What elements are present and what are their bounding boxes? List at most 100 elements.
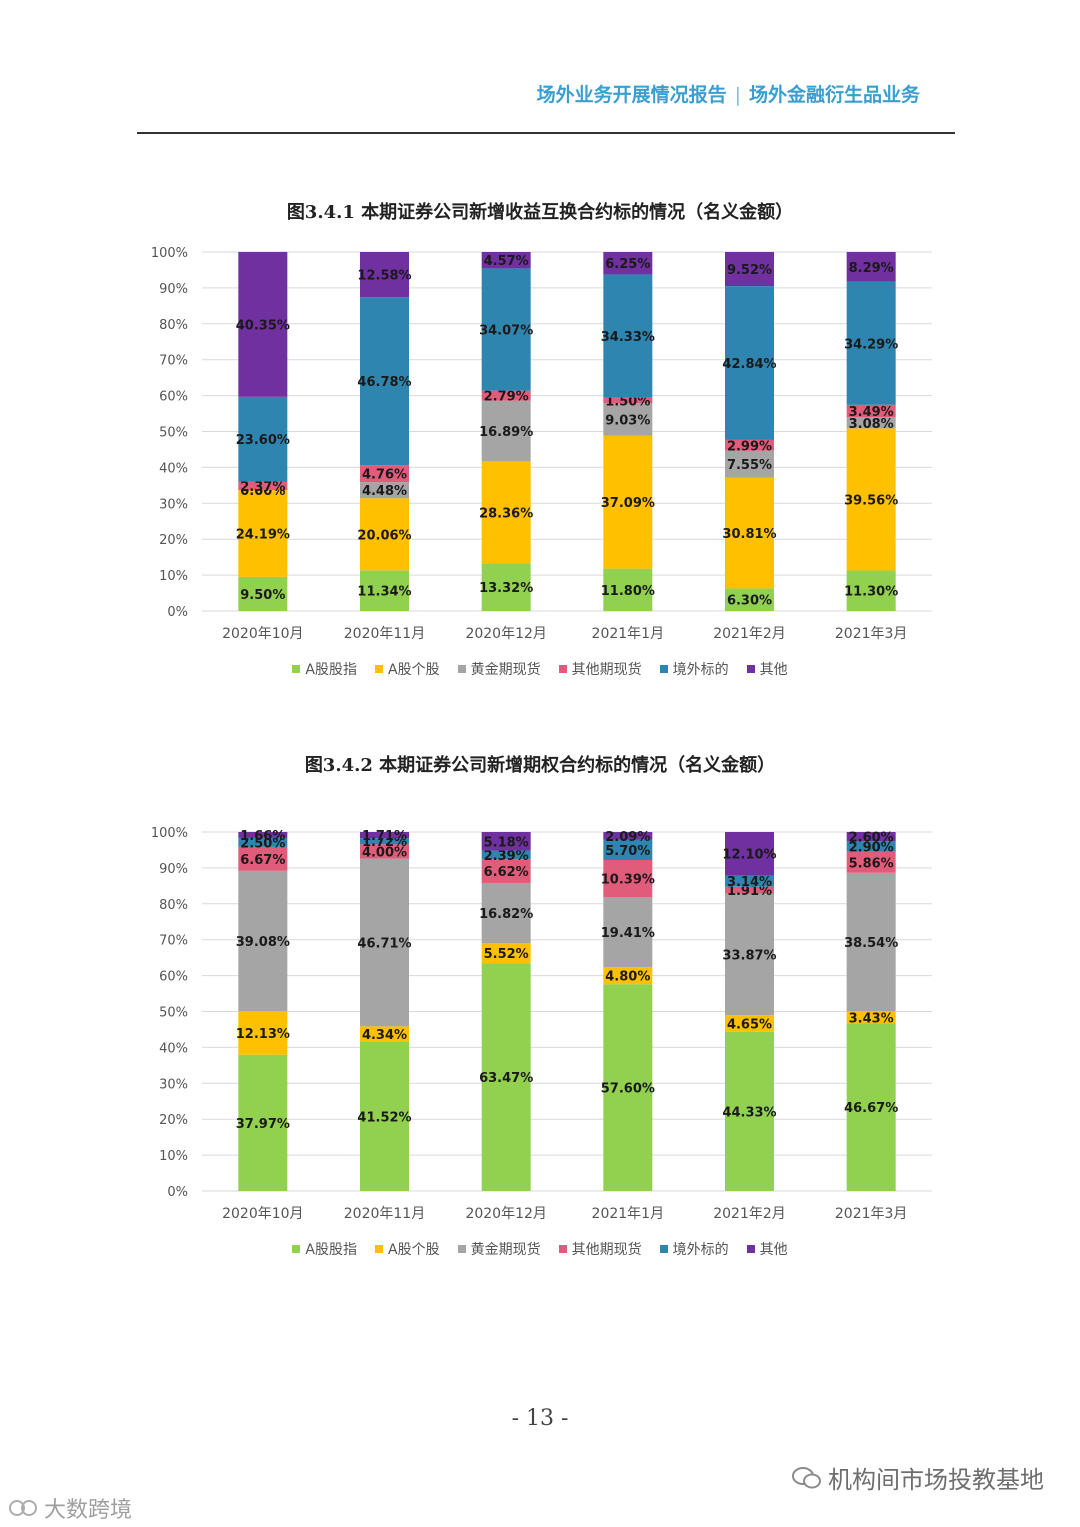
legend-label: 其他期现货 xyxy=(571,662,642,678)
x-tick-label: 2021年3月 xyxy=(835,626,908,642)
bar-segment xyxy=(481,461,531,564)
data-label: 5.18% xyxy=(484,835,529,850)
data-label: 11.34% xyxy=(357,585,411,600)
data-label: 28.36% xyxy=(479,506,533,521)
data-label: 2.99% xyxy=(727,439,772,454)
data-label: 2.90% xyxy=(849,841,894,856)
data-label: 40.35% xyxy=(236,318,290,333)
chart-1-title: 图3.4.1 本期证券公司新增收益互换合约标的情况（名义金额） xyxy=(286,202,794,223)
y-tick-label: 10% xyxy=(159,569,188,584)
bar-segment xyxy=(481,882,531,944)
y-tick-label: 100% xyxy=(151,246,188,261)
y-tick-label: 80% xyxy=(159,898,188,913)
data-label: 12.58% xyxy=(357,269,411,284)
bar-segment xyxy=(603,860,653,898)
brand-logo-icon xyxy=(9,1500,37,1516)
data-label: 30.81% xyxy=(722,527,776,542)
y-tick-label: 20% xyxy=(159,533,188,548)
watermark-left: 大数跨境 xyxy=(8,1492,132,1524)
data-label: 4.00% xyxy=(362,845,407,860)
legend-label: 其他 xyxy=(759,1242,788,1258)
bar-segment xyxy=(238,481,288,491)
y-tick-label: 0% xyxy=(167,1185,188,1200)
x-tick-label: 2021年3月 xyxy=(835,1206,908,1222)
bar-segment xyxy=(603,568,653,611)
legend-swatch xyxy=(457,665,466,673)
y-tick-label: 10% xyxy=(159,1149,188,1164)
bar-segment xyxy=(603,274,653,398)
data-label: 1.91% xyxy=(727,884,772,899)
bar-segment xyxy=(481,943,531,964)
data-label: 23.60% xyxy=(236,433,290,448)
legend-swatch xyxy=(292,665,301,673)
y-tick-label: 50% xyxy=(159,1006,188,1021)
bar-segment xyxy=(846,404,896,418)
legend-item: 境外标的 xyxy=(659,1239,729,1259)
data-label: 4.80% xyxy=(605,970,650,985)
bar-segment xyxy=(846,251,896,282)
y-tick-label: 60% xyxy=(159,390,188,405)
legend-label: 黄金期现货 xyxy=(470,1242,541,1258)
bar-segment xyxy=(725,875,774,887)
page-number: - 13 - xyxy=(511,1406,569,1431)
bar-segment xyxy=(360,252,409,298)
bar-segment xyxy=(846,851,896,873)
legend-swatch xyxy=(558,1245,567,1253)
data-label: 9.50% xyxy=(240,588,285,603)
y-tick-label: 30% xyxy=(159,497,188,512)
data-label: 24.19% xyxy=(236,527,290,542)
x-tick-label: 2021年2月 xyxy=(713,1206,786,1222)
header-rule xyxy=(137,132,955,134)
bar-segment xyxy=(360,838,409,845)
legend-item: 其他 xyxy=(746,659,788,679)
legend-item: A股股指 xyxy=(292,659,357,679)
data-label: 41.52% xyxy=(357,1110,411,1125)
bar-segment xyxy=(725,450,774,478)
data-label: 37.09% xyxy=(601,496,655,511)
bar-segment xyxy=(238,846,288,871)
legend-item: 其他 xyxy=(746,1239,788,1259)
bar-segment xyxy=(481,832,531,851)
header-right-title: 场外金融衍生品业务 xyxy=(748,84,920,106)
bar-segment xyxy=(846,428,896,571)
y-tick-label: 90% xyxy=(159,282,188,297)
bar-segment xyxy=(846,1023,896,1191)
data-label: 1.50% xyxy=(605,394,650,409)
bar-segment xyxy=(238,490,288,577)
data-label: 4.57% xyxy=(484,254,529,269)
y-tick-label: 100% xyxy=(151,826,188,841)
bar-segment xyxy=(360,498,409,571)
bar-segment xyxy=(603,839,653,861)
bar-segment xyxy=(603,403,653,436)
data-label: 46.71% xyxy=(357,937,411,952)
legend-label: A股股指 xyxy=(305,1242,357,1258)
legend-item: 其他期现货 xyxy=(558,659,642,679)
legend-item: 境外标的 xyxy=(659,659,729,679)
legend-label: 黄金期现货 xyxy=(470,662,541,678)
legend-item: A股股指 xyxy=(292,1239,357,1259)
data-label: 8.29% xyxy=(849,261,894,276)
x-tick-label: 2020年11月 xyxy=(344,626,425,642)
bar-segment xyxy=(360,1041,409,1191)
bar-segment xyxy=(481,268,531,391)
bar-segment xyxy=(603,966,653,985)
legend-label: 境外标的 xyxy=(672,662,729,678)
data-label: 2.37% xyxy=(240,480,285,495)
bar-segment xyxy=(725,1031,774,1191)
y-tick-label: 40% xyxy=(159,1041,188,1056)
watermark-right-text: 机构间市场投教基地 xyxy=(828,1466,1044,1494)
bar-segment xyxy=(360,482,409,499)
x-tick-label: 2020年11月 xyxy=(344,1206,425,1222)
bar-segment xyxy=(238,1011,288,1055)
legend-label: A股股指 xyxy=(305,662,357,678)
bar-segment xyxy=(360,570,409,611)
data-label: 3.08% xyxy=(849,417,894,432)
bar-segment xyxy=(846,841,896,852)
data-label: 3.49% xyxy=(849,405,894,420)
bar-segment xyxy=(846,417,896,429)
bar-segment xyxy=(846,281,896,405)
header-left-title: 场外业务开展情况报告 xyxy=(536,84,727,106)
bar-segment xyxy=(603,832,653,840)
watermark-right: 机构间市场投教基地 xyxy=(792,1460,1044,1495)
y-tick-label: 20% xyxy=(159,1113,188,1128)
